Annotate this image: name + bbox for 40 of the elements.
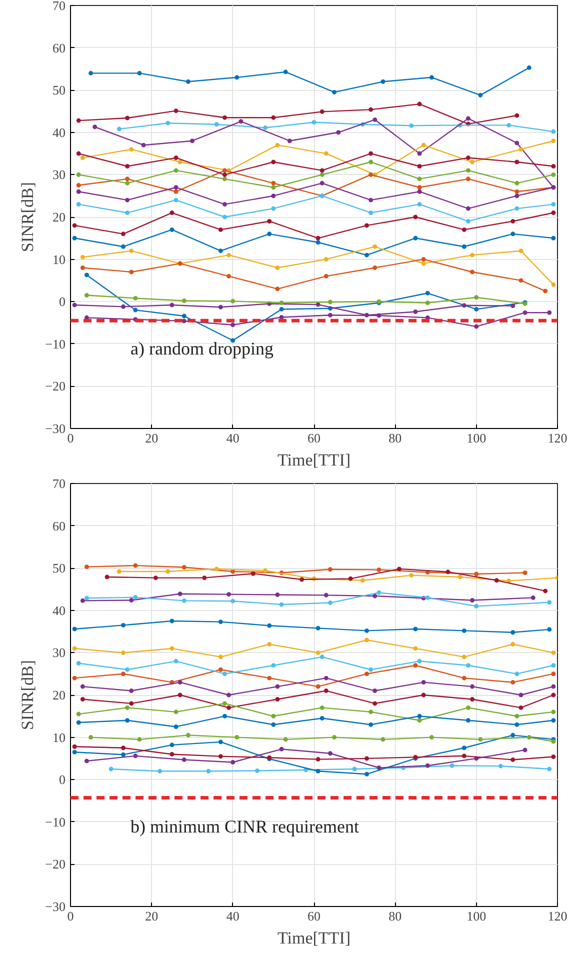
y-tick-label: 30 — [52, 167, 66, 182]
y-tick-label: −30 — [45, 421, 66, 436]
y-tick-label: −10 — [45, 814, 66, 830]
y-tick-label: 50 — [52, 560, 66, 576]
y-tick-label: 10 — [52, 730, 66, 745]
x-tick-label: 60 — [308, 908, 320, 924]
x-tick-label: 60 — [308, 430, 320, 446]
y-tick-label: 20 — [52, 688, 66, 702]
x-axis-title: Time[TTI] — [277, 928, 351, 948]
y-tick-label: 50 — [52, 82, 66, 98]
x-tick-label: 40 — [226, 908, 240, 924]
annotation: a) random dropping — [130, 338, 274, 358]
y-axis-title: SINR[dB] — [18, 660, 38, 730]
x-tick-label: 20 — [145, 908, 158, 924]
x-tick-label: 40 — [226, 430, 240, 446]
y-tick-label: 0 — [59, 294, 66, 310]
y-tick-label: 40 — [52, 124, 66, 140]
y-tick-label: 70 — [52, 476, 66, 491]
x-axis-title: Time[TTI] — [277, 450, 351, 470]
x-tick-label: 100 — [466, 430, 486, 446]
y-tick-label: −30 — [45, 899, 66, 914]
annotation: b) minimum CINR requirement — [130, 816, 359, 836]
x-tick-label: 80 — [388, 430, 402, 446]
y-tick-label: −10 — [45, 336, 66, 352]
y-tick-label: 40 — [52, 602, 66, 618]
y-tick-label: 60 — [52, 40, 66, 56]
y-tick-label: 20 — [52, 210, 66, 224]
y-tick-label: 70 — [52, 0, 66, 13]
y-tick-label: −20 — [45, 378, 66, 394]
y-tick-label: 30 — [52, 645, 66, 660]
y-tick-label: −20 — [45, 856, 66, 872]
x-tick-label: 120 — [548, 908, 568, 924]
x-tick-label: 120 — [548, 430, 568, 446]
y-tick-label: 0 — [59, 772, 66, 788]
x-tick-label: 20 — [145, 430, 158, 446]
y-tick-label: 10 — [52, 252, 66, 267]
x-tick-label: 100 — [466, 908, 486, 924]
y-axis-title: SINR[dB] — [18, 182, 38, 252]
x-tick-label: 80 — [388, 908, 402, 924]
y-tick-label: 60 — [52, 518, 66, 534]
